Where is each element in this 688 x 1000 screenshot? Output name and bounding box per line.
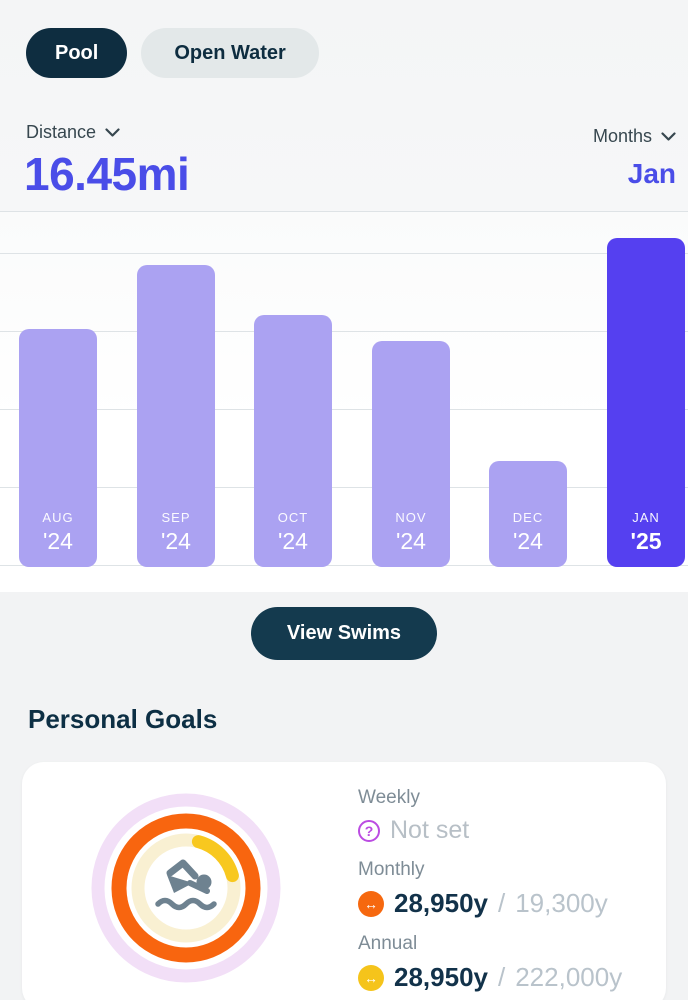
bar-year-label: '24: [513, 528, 543, 554]
period-selector-label: Months: [592, 126, 652, 146]
bar-month-label: DEC: [512, 510, 544, 525]
gridline: [0, 253, 688, 254]
goal-rows: Weekly ? Not set Monthly ↔ 28,950y / 19,…: [358, 787, 622, 1000]
weekly-goal-status: Not set: [390, 816, 470, 844]
chart-bar-sep[interactable]: SEP '24: [137, 265, 215, 567]
bar-year-label: '24: [161, 528, 191, 554]
annual-goal-row: Annual ↔ 28,950y / 222,000y: [358, 933, 622, 993]
view-swims-button[interactable]: View Swims: [250, 607, 438, 660]
annual-goal-label: Annual: [358, 933, 418, 954]
distance-arrows-icon: ↔: [358, 964, 384, 991]
monthly-goal-target: 19,300y: [515, 888, 608, 918]
gridline: [0, 331, 688, 332]
chart-bar-aug[interactable]: AUG '24: [19, 329, 97, 567]
open-water-toggle-button[interactable]: Open Water: [141, 28, 319, 78]
swimmer-icon: [155, 859, 217, 911]
goal-separator: /: [497, 962, 506, 992]
goal-separator: /: [497, 888, 506, 918]
monthly-goal-row: Monthly ↔ 28,950y / 19,300y: [358, 859, 622, 919]
annual-goal-current: 28,950y: [394, 962, 488, 992]
pool-toggle-button[interactable]: Pool: [26, 28, 128, 78]
bar-month-label: SEP: [161, 510, 191, 525]
pool-type-toggle: Pool Open Water: [26, 28, 319, 78]
metric-selector[interactable]: Distance: [26, 122, 120, 143]
bar-year-label: '24: [396, 528, 426, 554]
bar-year-label: '24: [278, 528, 308, 554]
weekly-goal-label: Weekly: [358, 787, 420, 808]
gridline: [0, 487, 688, 488]
bar-year-label: '24: [43, 528, 73, 554]
chart-bar-nov[interactable]: NOV '24: [372, 341, 450, 567]
distance-total-value: 16.45mi: [24, 148, 190, 200]
chart-bar-dec[interactable]: DEC '24: [489, 461, 567, 567]
bar-year-label: '25: [630, 528, 662, 554]
gridline: [0, 565, 688, 566]
chart-bar-jan[interactable]: JAN '25: [607, 238, 685, 567]
monthly-goal-current: 28,950y: [394, 888, 488, 918]
goal-rings-chart: [84, 786, 288, 990]
gridline: [0, 409, 688, 410]
stats-header-section: Pool Open Water Distance 16.45mi Months …: [0, 0, 688, 211]
bar-month-label: AUG: [42, 510, 74, 525]
question-circle-icon[interactable]: ?: [358, 819, 380, 842]
personal-goals-card: Weekly ? Not set Monthly ↔ 28,950y / 19,…: [22, 762, 666, 1000]
period-selector[interactable]: Months: [593, 126, 676, 147]
chart-bar-oct[interactable]: OCT '24: [254, 315, 332, 567]
monthly-goal-label: Monthly: [358, 859, 425, 880]
distance-bar-chart: AUG '24 SEP '24 OCT '24 NOV '24 DEC '24 JAN '25: [0, 211, 688, 592]
goals-section: View Swims Personal Goals: [0, 592, 688, 1000]
weekly-goal-row: Weekly ? Not set: [358, 787, 622, 845]
chevron-down-icon: [105, 128, 120, 137]
chevron-down-icon: [661, 132, 676, 141]
selected-month-label: Jan: [627, 158, 676, 189]
bar-month-label: JAN: [632, 510, 660, 525]
distance-arrows-icon: ↔: [358, 890, 384, 917]
gridline: [0, 211, 688, 212]
personal-goals-heading: Personal Goals: [28, 704, 218, 734]
bar-month-label: NOV: [395, 510, 427, 525]
metric-selector-label: Distance: [26, 122, 97, 142]
bar-month-label: OCT: [277, 510, 309, 525]
annual-goal-target: 222,000y: [515, 962, 623, 992]
